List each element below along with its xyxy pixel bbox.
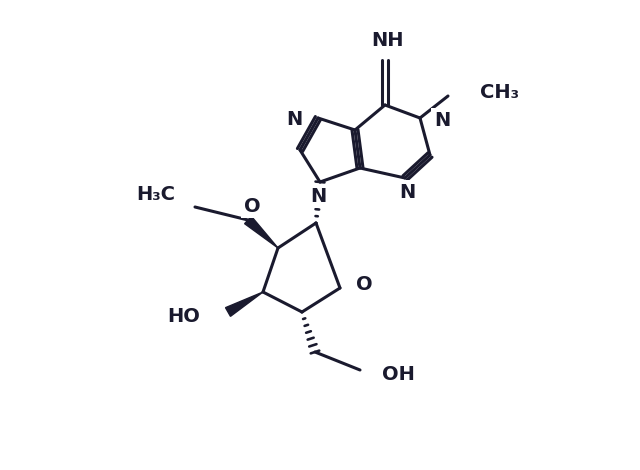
Text: H₃C: H₃C: [136, 186, 175, 204]
Text: N: N: [399, 182, 415, 202]
Text: OH: OH: [382, 365, 415, 384]
Text: N: N: [310, 187, 326, 205]
Text: O: O: [244, 196, 260, 216]
Text: HO: HO: [167, 306, 200, 326]
Polygon shape: [225, 292, 263, 316]
Text: N: N: [285, 110, 302, 128]
Polygon shape: [244, 216, 278, 248]
Text: CH₃: CH₃: [480, 83, 519, 102]
Text: N: N: [434, 110, 451, 130]
Text: O: O: [356, 274, 372, 293]
Text: NH: NH: [371, 31, 403, 50]
